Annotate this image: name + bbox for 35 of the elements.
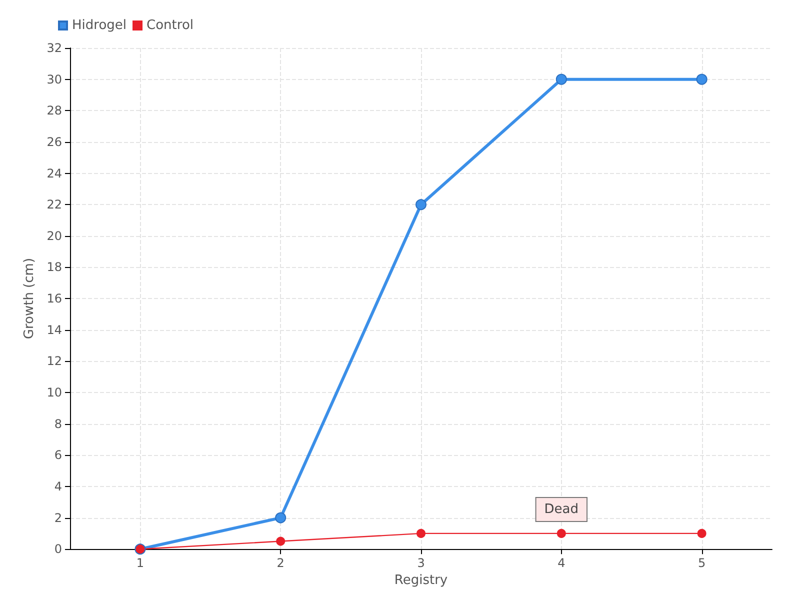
y-tick-label: 10 (46, 386, 62, 400)
point (416, 199, 426, 210)
y-tick-label: 0 (54, 542, 62, 556)
point (275, 512, 286, 524)
y-axis-title: Growth (cm) (22, 258, 37, 340)
x-tick-label: 3 (417, 556, 425, 570)
x-tick-label: 2 (276, 556, 284, 570)
y-tick-label: 24 (46, 166, 62, 180)
annotation: Dead (544, 502, 579, 517)
x-tick-label: 4 (558, 556, 566, 570)
y-tick-label: 16 (46, 292, 62, 306)
y-tick-label: 32 (46, 41, 62, 55)
y-tick-label: 4 (54, 479, 62, 494)
y-tick-label: 30 (46, 72, 62, 86)
y-tick-label: 8 (54, 416, 62, 431)
y-tick-label: 20 (46, 228, 62, 243)
x-tick-label: 1 (136, 556, 144, 570)
point (696, 74, 708, 85)
y-tick-label: 18 (46, 260, 62, 274)
y-tick-label: 12 (46, 354, 62, 368)
point (276, 536, 286, 546)
y-tick-label: 26 (46, 134, 62, 149)
point (556, 74, 567, 85)
x-tick-label: 5 (698, 556, 706, 570)
point (697, 528, 706, 538)
y-tick-label: 22 (46, 198, 62, 212)
point (556, 528, 566, 538)
point (416, 528, 426, 538)
y-tick-label: 2 (54, 510, 62, 525)
y-tick-label: 6 (54, 448, 62, 462)
legend-label: Control (146, 18, 194, 33)
y-tick-label: 28 (46, 104, 62, 118)
legend-label: Hidrogel (72, 18, 127, 33)
y-tick-label: 14 (46, 322, 62, 337)
x-axis-title: Registry (394, 573, 448, 588)
